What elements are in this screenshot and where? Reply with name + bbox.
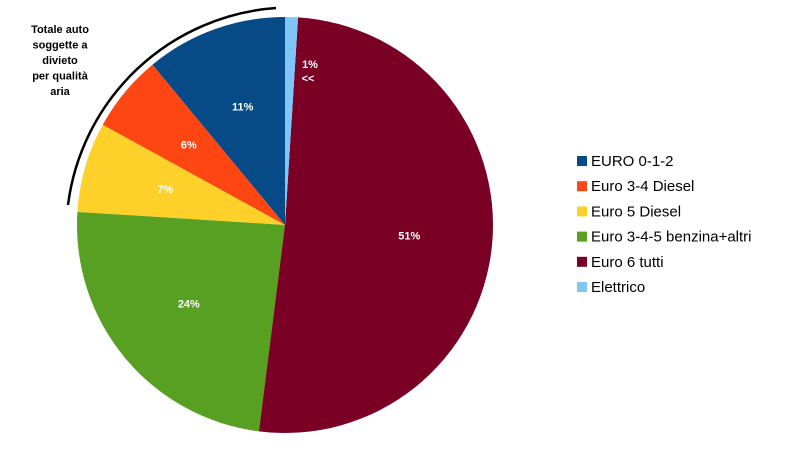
legend-label: Euro 6 tutti [591,254,664,271]
pie-slice [152,17,285,225]
value-label: 51% [398,231,420,243]
annotation: divieto [42,55,78,67]
annotation: << [302,73,315,85]
value-label: 11% [232,101,254,113]
value-label: 6% [181,139,197,151]
legend-label: Euro 3-4 Diesel [591,178,694,195]
annotation-arc [66,6,277,206]
pie-slice [258,17,493,433]
legend-swatch [577,256,587,267]
annotation: aria [50,86,70,98]
value-label: 1% [302,59,318,71]
legend-label: Euro 3-4-5 benzina+altri [591,229,752,246]
legend-swatch [577,231,587,242]
legend-swatch [577,282,587,292]
legend-label: Euro 5 Diesel [591,203,681,220]
annotation: per qualità [32,70,89,82]
annotation: Totale auto [31,24,89,36]
annotation: soggette a [32,39,88,51]
legend-label: EURO 0-1-2 [591,153,674,170]
pie-slice [285,17,299,225]
legend-swatch [577,206,587,217]
legend-label: Elettrico [591,279,645,296]
value-label: 7% [157,184,173,196]
legend-swatch [577,156,587,166]
pie-slice [102,64,285,225]
pie-slice [77,124,286,225]
legend-swatch [577,181,587,192]
pie-slice [76,211,285,432]
value-label: 24% [178,298,200,310]
